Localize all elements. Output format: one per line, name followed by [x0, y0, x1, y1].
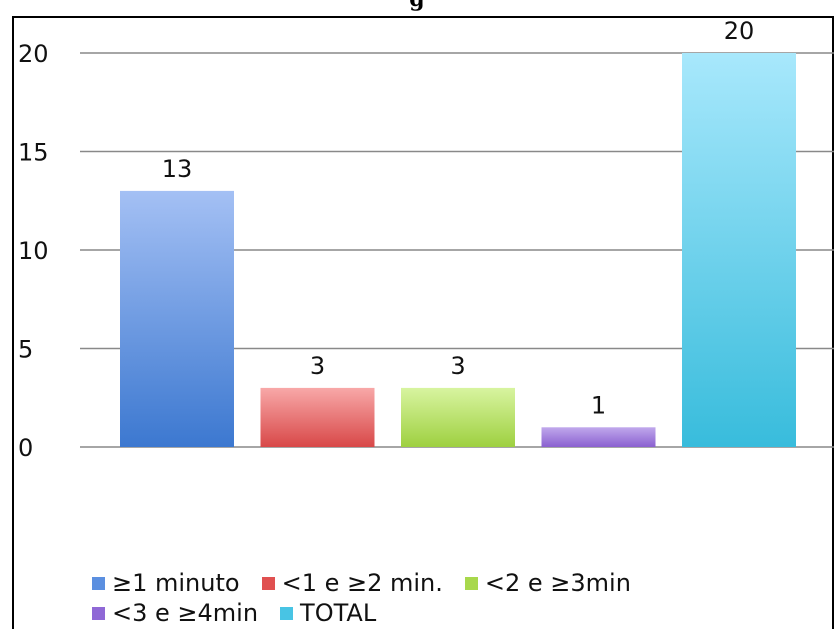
- legend-swatch: [92, 606, 105, 620]
- legend-label: <3 e ≥4min: [112, 599, 259, 627]
- frame-top-line: [12, 16, 834, 18]
- data-label: 20: [724, 17, 755, 45]
- data-label: 3: [310, 352, 325, 380]
- legend-swatch: [280, 606, 294, 620]
- bar: [682, 53, 796, 447]
- legend-label: TOTAL: [300, 599, 377, 627]
- y-tick-label: 10: [18, 237, 49, 265]
- bar: [120, 190, 234, 447]
- data-label: 3: [450, 352, 465, 380]
- legend-item: TOTAL: [280, 599, 376, 627]
- legend-item: <1 e ≥2 min.: [261, 569, 443, 597]
- y-axis-tick-labels: 0 5 10 15 20: [18, 40, 49, 462]
- legend-label: <1 e ≥2 min.: [281, 569, 443, 597]
- y-tick-label: 5: [18, 336, 33, 364]
- legend-row-1: ≥1 minuto <1 e ≥2 min. <2 e ≥3min: [92, 568, 822, 598]
- legend-swatch: [261, 576, 275, 590]
- data-label: 1: [591, 391, 606, 419]
- legend-swatch: [92, 576, 105, 590]
- bar: [541, 427, 656, 447]
- legend: ≥1 minuto <1 e ≥2 min. <2 e ≥3min <3 e ≥…: [92, 568, 822, 628]
- data-label: 13: [162, 155, 193, 183]
- legend-label: <2 e ≥3min: [484, 569, 631, 597]
- legend-swatch: [464, 576, 478, 590]
- bar: [401, 387, 515, 447]
- legend-item: <3 e ≥4min: [92, 599, 258, 627]
- data-labels: 13 3 3 1 20: [162, 17, 755, 419]
- legend-label: ≥1 minuto: [112, 569, 240, 597]
- frame-right-line: [832, 16, 834, 629]
- legend-row-2: <3 e ≥4min TOTAL: [92, 598, 822, 628]
- legend-item: <2 e ≥3min: [464, 569, 631, 597]
- bars: [120, 53, 796, 447]
- bar: [260, 387, 375, 447]
- y-tick-label: 15: [18, 139, 49, 167]
- y-tick-label: 0: [18, 434, 33, 462]
- chart-title: g: [0, 0, 834, 12]
- frame-left-line: [12, 16, 14, 629]
- legend-item: ≥1 minuto: [92, 569, 240, 597]
- y-tick-label: 20: [18, 40, 49, 68]
